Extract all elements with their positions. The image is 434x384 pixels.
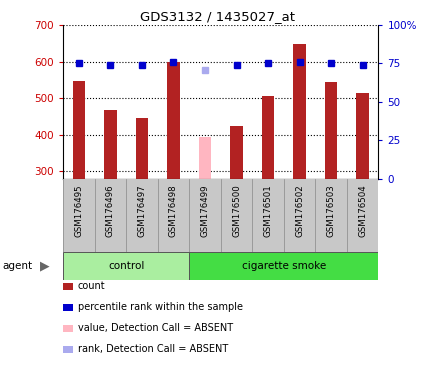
- Bar: [198, 136, 211, 179]
- Text: percentile rank within the sample: percentile rank within the sample: [78, 302, 242, 312]
- Text: GSM176504: GSM176504: [357, 184, 366, 237]
- Text: control: control: [108, 261, 144, 271]
- Bar: [72, 81, 85, 179]
- Text: GSM176495: GSM176495: [74, 184, 83, 237]
- Text: GSM176503: GSM176503: [326, 184, 335, 237]
- Bar: [135, 118, 148, 179]
- Text: GSM176498: GSM176498: [168, 184, 178, 237]
- Bar: [63, 179, 378, 252]
- Bar: [104, 110, 116, 179]
- Text: count: count: [78, 281, 105, 291]
- Bar: [63, 252, 189, 280]
- Bar: [230, 126, 242, 179]
- Text: rank, Detection Call = ABSENT: rank, Detection Call = ABSENT: [78, 344, 227, 354]
- Text: agent: agent: [2, 261, 32, 271]
- Bar: [293, 44, 305, 179]
- Bar: [167, 62, 179, 179]
- Text: GSM176500: GSM176500: [231, 184, 240, 237]
- Bar: [261, 96, 274, 179]
- Bar: [324, 83, 337, 179]
- Bar: [355, 93, 368, 179]
- Text: cigarette smoke: cigarette smoke: [241, 261, 325, 271]
- Text: GSM176501: GSM176501: [263, 184, 272, 237]
- Text: GSM176496: GSM176496: [105, 184, 115, 237]
- Text: value, Detection Call = ABSENT: value, Detection Call = ABSENT: [78, 323, 233, 333]
- Text: GSM176502: GSM176502: [294, 184, 303, 237]
- Text: ▶: ▶: [40, 260, 50, 272]
- Text: GSM176499: GSM176499: [200, 184, 209, 237]
- Text: GDS3132 / 1435027_at: GDS3132 / 1435027_at: [140, 10, 294, 23]
- Text: GSM176497: GSM176497: [137, 184, 146, 237]
- Bar: [189, 252, 378, 280]
